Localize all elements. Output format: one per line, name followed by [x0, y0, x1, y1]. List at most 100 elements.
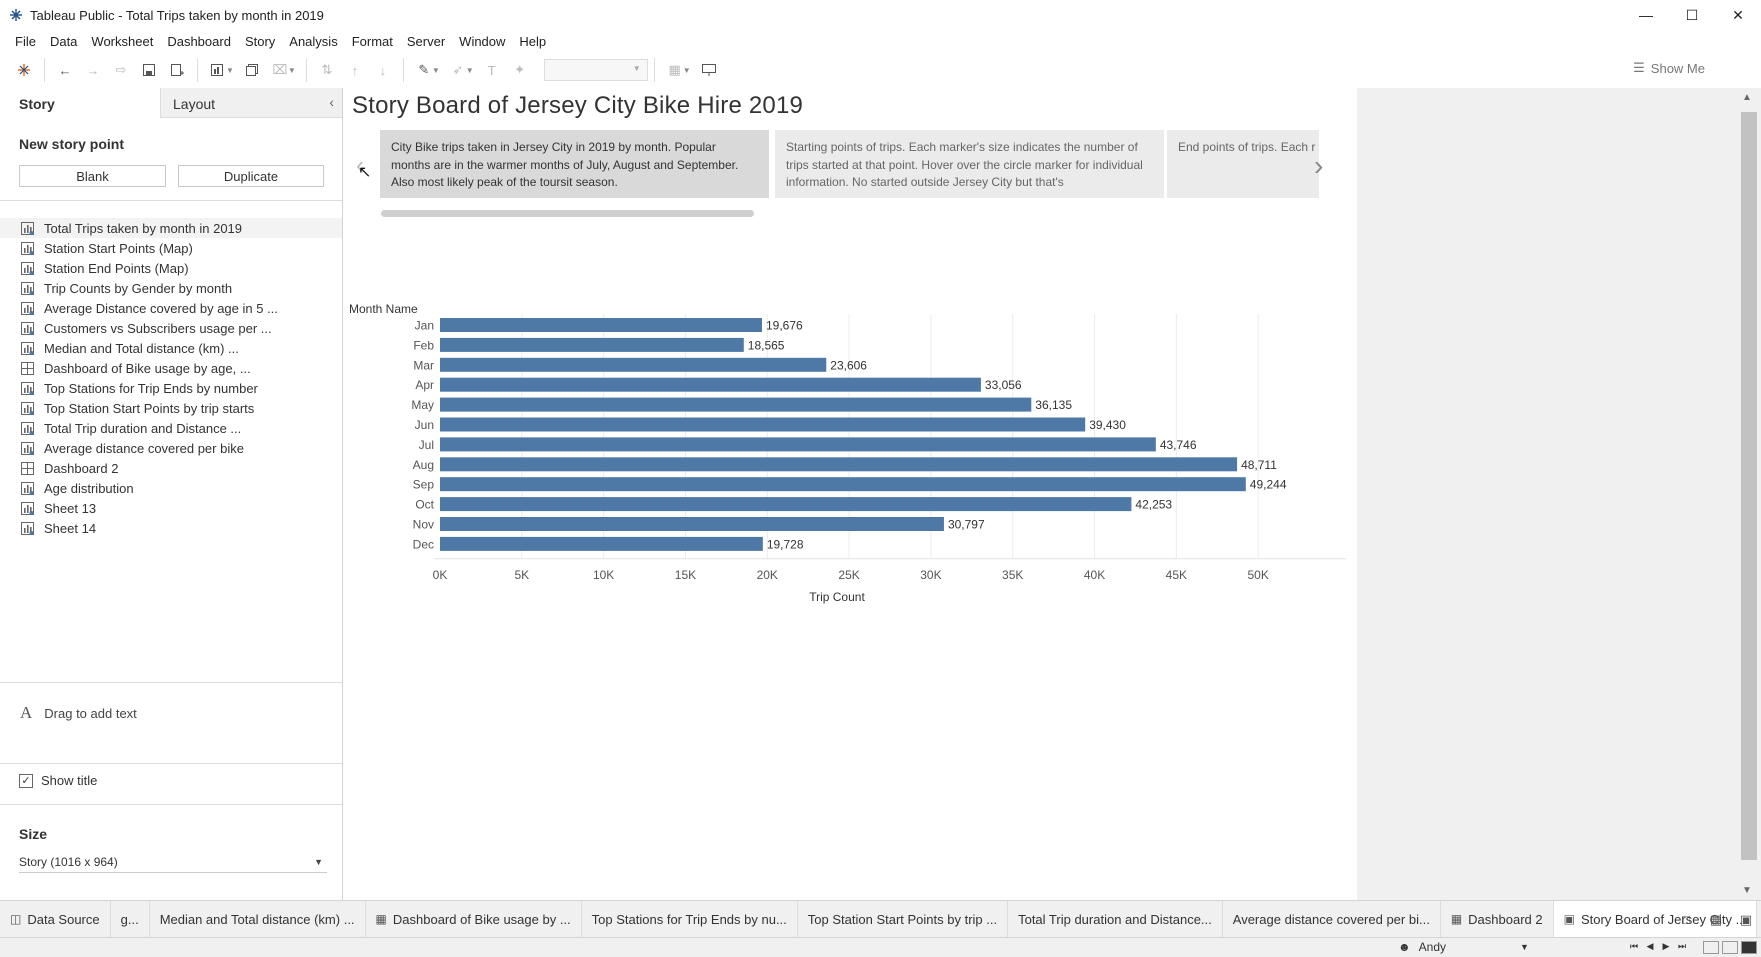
scroll-down-icon[interactable]: ▼ [1742, 885, 1752, 896]
duplicate-sheet-icon[interactable] [238, 56, 266, 84]
sheet-list-item[interactable]: Top Station Start Points by trip starts [0, 398, 342, 418]
group-dropdown-icon[interactable]: ▼ [465, 65, 474, 75]
show-cards-icon[interactable]: ▦ [668, 62, 681, 77]
new-dashboard-tab-icon[interactable]: ▦ [1709, 911, 1723, 927]
sort-ascending-icon[interactable]: ↑ [351, 62, 359, 78]
new-worksheet-tab-icon[interactable]: □ [1682, 912, 1690, 927]
save-icon[interactable] [135, 56, 163, 84]
sheet-list-item[interactable]: Average Distance covered by age in 5 ... [0, 298, 342, 318]
chart-bar[interactable] [440, 397, 1032, 412]
user-menu[interactable]: ☻ Andy ▼ [1398, 940, 1529, 954]
menu-story[interactable]: Story [244, 33, 276, 49]
sheet-list-item[interactable]: Sheet 13 [0, 498, 342, 518]
caption-scrollbar[interactable] [381, 210, 754, 217]
sheet-list-item[interactable]: Customers vs Subscribers usage per ... [0, 318, 342, 338]
chart-bar[interactable] [440, 497, 1132, 512]
sheet-tab[interactable]: Average distance covered per bi... [1223, 900, 1441, 938]
tab-story[interactable]: Story [0, 88, 160, 118]
first-sheet-icon[interactable]: ⏮ [1629, 941, 1639, 951]
sheet-tab[interactable]: Total Trip duration and Distance... [1008, 900, 1223, 938]
sheet-list-item[interactable]: Top Stations for Trip Ends by number [0, 378, 342, 398]
show-cards-dropdown-icon[interactable]: ▼ [682, 65, 691, 75]
new-story-tab-icon[interactable]: ▣ [1739, 911, 1753, 927]
swap-rows-columns-icon[interactable]: ⇅ [321, 62, 333, 77]
close-button[interactable]: ✕ [1732, 6, 1744, 23]
tabs-view-icon[interactable] [1741, 941, 1757, 954]
new-data-source-icon[interactable] [163, 56, 191, 84]
menu-analysis[interactable]: Analysis [289, 33, 338, 49]
filmstrip-view-icon[interactable] [1722, 941, 1738, 954]
start-page-icon[interactable] [10, 56, 38, 84]
sheet-sorter-view-icon[interactable] [1703, 941, 1719, 954]
story-point-caption[interactable]: End points of trips. Each r trips starte… [1167, 130, 1319, 198]
menu-server[interactable]: Server [406, 33, 446, 49]
menu-dashboard[interactable]: Dashboard [167, 33, 231, 49]
collapse-pane-icon[interactable]: ‹ [329, 94, 334, 110]
menu-window[interactable]: Window [459, 33, 506, 49]
previous-story-point-icon[interactable]: ‹ [356, 152, 364, 179]
sheet-tab[interactable]: ◫ Data Source [0, 900, 111, 938]
sheet-list-item[interactable]: Sheet 14 [0, 518, 342, 538]
sheet-list-item[interactable]: Dashboard of Bike usage by age, ... [0, 358, 342, 378]
chart-bar[interactable] [440, 536, 763, 551]
minimize-button[interactable]: — [1639, 7, 1653, 23]
sheet-tab[interactable]: Top Stations for Trip Ends by nu... [582, 900, 798, 938]
sheet-tab[interactable]: ▣ Story Board of Jersey City ... [1553, 900, 1758, 938]
sheet-tab[interactable]: Top Station Start Points by trip ... [798, 900, 1009, 938]
show-mark-labels-icon[interactable]: T [487, 62, 496, 78]
chart-bar[interactable] [440, 477, 1246, 492]
menu-help[interactable]: Help [519, 33, 547, 49]
vertical-scrollbar[interactable]: ▲ ▼ [1735, 88, 1761, 900]
next-sheet-icon[interactable]: ▶ [1662, 941, 1670, 951]
show-me-button[interactable]: ☰ Show Me [1633, 60, 1705, 76]
sheet-list-item[interactable]: Trip Counts by Gender by month [0, 278, 342, 298]
clear-dropdown-icon[interactable]: ▼ [287, 65, 296, 75]
sheet-list-item[interactable]: Station Start Points (Map) [0, 238, 342, 258]
presentation-mode-icon[interactable] [695, 56, 723, 84]
fit-select[interactable]: ▼ [543, 59, 648, 81]
story-point-caption-active[interactable]: City Bike trips taken in Jersey City in … [380, 130, 769, 198]
sheet-list-item[interactable]: Median and Total distance (km) ... [0, 338, 342, 358]
sheet-tab[interactable]: ▦ Dashboard of Bike usage by ... [366, 900, 582, 938]
chart-bar[interactable] [440, 417, 1086, 432]
undo-icon[interactable]: ← [58, 62, 72, 78]
highlight-dropdown-icon[interactable]: ▼ [431, 65, 440, 75]
size-select[interactable]: Story (1016 x 964) ▼ [19, 851, 327, 873]
sheet-list-item[interactable]: Age distribution [0, 478, 342, 498]
story-point-caption[interactable]: Starting points of trips. Each marker's … [775, 130, 1164, 198]
redo-icon[interactable]: → [86, 62, 100, 78]
clear-sheet-icon[interactable]: ⌧ [272, 62, 288, 77]
chart-bar[interactable] [440, 377, 981, 392]
chart-bar[interactable] [440, 337, 744, 352]
menu-format[interactable]: Format [351, 33, 393, 49]
scrollbar-thumb[interactable] [1741, 112, 1757, 860]
sheet-tab[interactable]: ▦ Dashboard 2 [1441, 900, 1554, 938]
previous-sheet-icon[interactable]: ◀ [1646, 941, 1654, 951]
maximize-button[interactable]: ☐ [1685, 6, 1699, 23]
last-sheet-icon[interactable]: ⏭ [1677, 941, 1687, 951]
scroll-up-icon[interactable]: ▲ [1742, 92, 1752, 103]
chart-bar[interactable] [440, 457, 1238, 472]
chart-bar[interactable] [440, 357, 827, 372]
menu-file[interactable]: File [15, 33, 36, 49]
duplicate-button[interactable]: Duplicate [178, 165, 324, 187]
next-story-point-icon[interactable]: › [1314, 150, 1324, 181]
drag-text-area[interactable]: A Drag to add text [0, 682, 342, 764]
sheet-tab[interactable]: g... [111, 900, 150, 938]
chart-bar[interactable] [440, 517, 944, 531]
sheet-list-item[interactable]: Average distance covered per bike [0, 438, 342, 458]
chart-bar[interactable] [440, 437, 1156, 452]
highlight-icon[interactable]: ✎ [418, 62, 430, 77]
chart-bar[interactable] [440, 318, 762, 332]
sheet-tab[interactable]: Median and Total distance (km) ... [150, 900, 366, 938]
menu-data[interactable]: Data [49, 33, 78, 49]
new-worksheet-icon[interactable] [204, 56, 232, 84]
sheet-list-item[interactable]: Station End Points (Map) [0, 258, 342, 278]
replace-data-icon[interactable]: ⇨ [115, 62, 127, 77]
new-worksheet-dropdown-icon[interactable]: ▼ [226, 65, 234, 75]
show-title-checkbox[interactable]: ✓ Show title [19, 773, 97, 788]
sheet-list-item[interactable]: Total Trips taken by month in 2019 [0, 218, 342, 238]
tab-layout[interactable]: Layout [160, 88, 342, 118]
sheet-list-item[interactable]: Dashboard 2 [0, 458, 342, 478]
sort-descending-icon[interactable]: ↓ [379, 62, 387, 78]
